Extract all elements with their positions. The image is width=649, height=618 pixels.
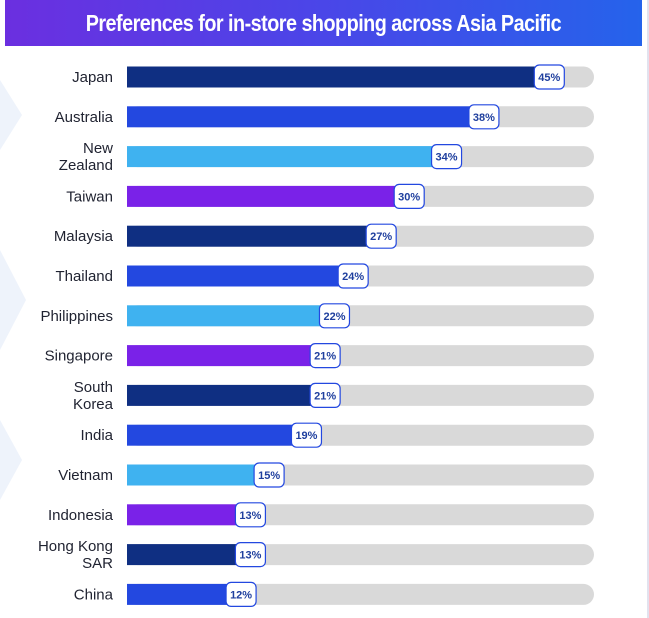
category-label: Thailand <box>55 268 113 285</box>
bar <box>127 66 548 88</box>
bar <box>127 583 240 605</box>
value-label: 13% <box>239 550 261 562</box>
value-label-box <box>234 542 267 568</box>
bar <box>127 384 324 406</box>
value-label-box <box>253 462 285 488</box>
category-label-line: Korea <box>73 396 114 413</box>
bar <box>127 464 268 486</box>
value-label: 19% <box>295 430 317 442</box>
category-label: Malaysia <box>54 228 114 245</box>
category-label: South Korea <box>73 379 114 413</box>
value-label: 27% <box>370 231 392 243</box>
category-label-line: Singapore <box>45 348 113 365</box>
value-label: 45% <box>538 72 560 84</box>
category-label-line: New <box>83 140 113 157</box>
value-label-box <box>290 422 323 448</box>
value-label-box <box>309 382 341 408</box>
value-label-box <box>365 223 397 249</box>
category-label: Singapore <box>45 348 113 365</box>
value-label-box <box>468 104 500 130</box>
value-label-box <box>225 581 257 608</box>
category-label: Japan <box>72 69 113 86</box>
category-label-line: South <box>74 379 113 396</box>
category-label-line: SAR <box>82 555 113 572</box>
bar <box>127 265 352 287</box>
value-label: 15% <box>258 470 280 482</box>
category-label-line: Vietnam <box>58 467 113 484</box>
value-label-box <box>309 343 341 369</box>
category-label: Vietnam <box>58 467 113 484</box>
category-label-line: Thailand <box>55 268 113 285</box>
value-label: 22% <box>323 311 345 323</box>
chevron-shape <box>0 420 22 500</box>
bar <box>127 504 249 526</box>
category-label: New Zealand <box>59 140 113 174</box>
value-label: 30% <box>398 191 420 203</box>
bar <box>127 424 305 446</box>
bar <box>127 146 445 168</box>
category-label-line: Hong Kong <box>38 538 113 555</box>
chevron-shape <box>0 250 26 350</box>
category-label: Indonesia <box>48 507 114 524</box>
value-label: 34% <box>436 152 458 164</box>
decorative-chevrons <box>0 80 26 500</box>
value-label-box <box>234 502 267 528</box>
chevron-shape <box>0 80 22 150</box>
category-label-line: Philippines <box>40 308 113 325</box>
category-label-line: Indonesia <box>48 507 114 524</box>
value-label: 13% <box>239 510 261 522</box>
bar <box>127 106 482 128</box>
bar <box>127 544 249 566</box>
category-label-line: India <box>80 427 113 444</box>
category-label-line: Malaysia <box>54 228 114 245</box>
value-label-box <box>533 64 565 90</box>
bar <box>127 225 380 247</box>
value-label: 21% <box>314 390 336 402</box>
category-label: Taiwan <box>66 188 113 205</box>
category-label-line: China <box>74 586 114 603</box>
bar-chart: Japan 45% Australia 38% New Zealand 34% Taiwan 3… <box>38 64 594 608</box>
chart-title: Preferences for in-store shopping across… <box>85 9 562 36</box>
category-label-line: Taiwan <box>66 188 113 205</box>
category-label: Philippines <box>40 308 113 325</box>
value-label: 21% <box>314 351 336 363</box>
category-label: Australia <box>55 109 114 126</box>
value-label-box <box>393 183 425 209</box>
category-label: China <box>74 586 114 603</box>
bar <box>127 185 408 207</box>
value-label: 38% <box>473 112 495 124</box>
category-label-line: Australia <box>55 109 114 126</box>
value-label-box <box>318 303 351 329</box>
category-label-line: Zealand <box>59 157 113 174</box>
bar <box>127 345 324 367</box>
bar <box>127 305 333 327</box>
category-label: Hong Kong SAR <box>38 538 113 572</box>
title-banner: Preferences for in-store shopping across… <box>5 0 642 46</box>
value-label-box <box>337 263 369 289</box>
value-label: 24% <box>342 271 364 283</box>
value-label: 12% <box>230 589 252 601</box>
value-label-box <box>430 143 463 170</box>
category-label-line: Japan <box>72 69 113 86</box>
category-label: India <box>80 427 113 444</box>
